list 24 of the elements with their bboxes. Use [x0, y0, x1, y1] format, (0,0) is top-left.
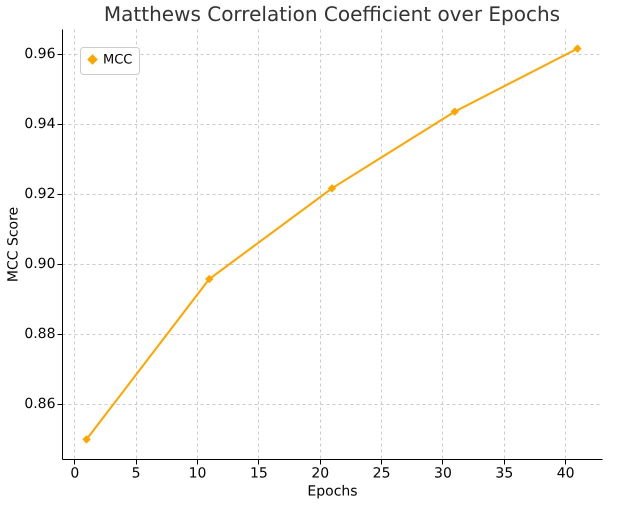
point — [573, 44, 582, 53]
legend-label: MCC — [103, 52, 132, 68]
point — [450, 107, 459, 116]
x-axis-title: Epochs — [307, 484, 358, 500]
x-tick-label: 5 — [132, 466, 141, 482]
x-tick-label: 15 — [250, 466, 268, 482]
y-tick-label: 0.90 — [24, 256, 56, 272]
y-tick-label: 0.86 — [24, 396, 56, 412]
point — [82, 435, 91, 444]
y-tick-label: 0.94 — [24, 116, 56, 132]
x-tick-label: 20 — [311, 466, 330, 482]
x-tick-label: 35 — [495, 466, 514, 482]
y-tick-label: 0.96 — [24, 46, 56, 62]
x-tick-label: 25 — [372, 466, 391, 482]
x-tick-label: 40 — [556, 466, 575, 482]
y-axis-title: MCC Score — [5, 206, 22, 282]
point — [328, 184, 336, 193]
x-tick-label: 0 — [70, 466, 80, 482]
y-tick-label: 0.92 — [24, 186, 56, 202]
x-tick-label: 30 — [434, 466, 452, 482]
x-tick-label: 10 — [188, 466, 206, 482]
chart-title: Matthews Correlation Coefficient over Epochs — [104, 2, 560, 26]
point — [205, 274, 214, 284]
y-tick-label: 0.88 — [24, 326, 56, 342]
